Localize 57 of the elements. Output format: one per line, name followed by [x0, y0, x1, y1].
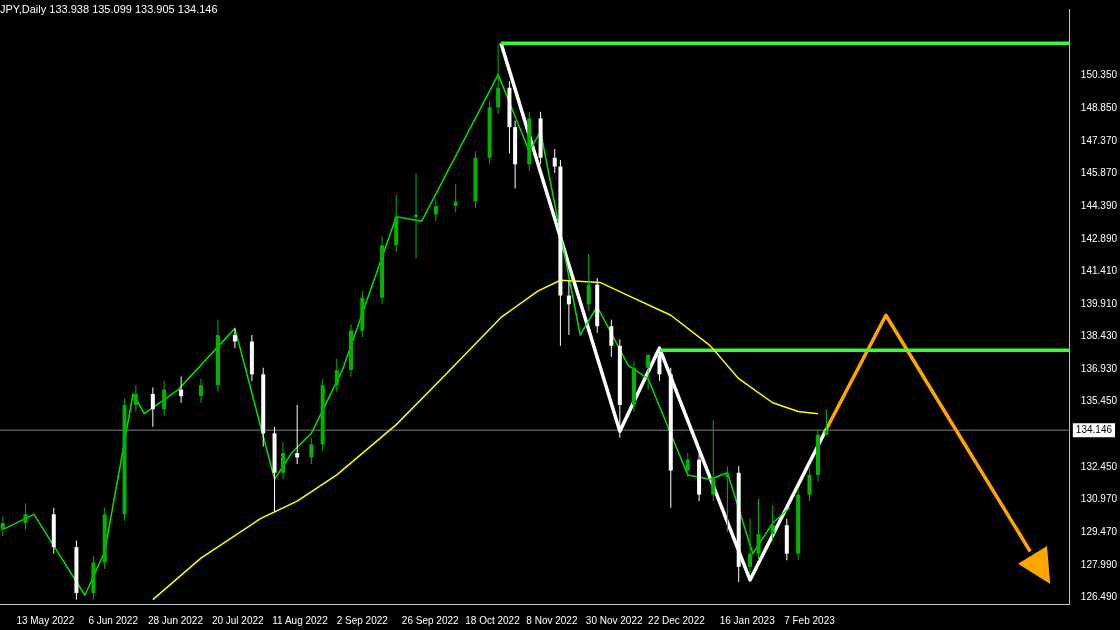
y-tick-label: 127.990: [1080, 558, 1118, 570]
candlestick: [566, 279, 571, 336]
x-tick-label: 6 Jun 2022: [88, 614, 139, 626]
candlestick: [748, 518, 753, 574]
y-tick-label: 135.450: [1080, 395, 1118, 407]
candlestick: [281, 441, 286, 480]
y-tick-label: 132.450: [1080, 461, 1118, 473]
candlestick: [657, 347, 662, 382]
candlestick: [824, 408, 829, 436]
candlestick: [552, 148, 557, 174]
x-tick-label: 18 Oct 2022: [465, 614, 521, 626]
candlestick: [179, 376, 184, 404]
x-tick-label: 16 Jan 2023: [719, 614, 776, 626]
candlestick: [150, 386, 155, 428]
x-tick-label: 30 Nov 2022: [585, 614, 643, 626]
candlestick: [232, 327, 237, 349]
y-tick-label: 144.390: [1080, 199, 1118, 211]
x-tick-label: 7 Feb 2023: [784, 614, 836, 626]
candlestick: [334, 358, 339, 393]
y-tick-label: 147.370: [1080, 134, 1118, 146]
x-tick-label: 20 Jul 2022: [211, 614, 265, 626]
candlestick: [198, 378, 203, 404]
x-tick-label: 28 Jun 2022: [147, 614, 204, 626]
candlestick: [756, 498, 761, 561]
y-tick-label: 145.870: [1080, 167, 1118, 179]
y-tick-label: 126.490: [1080, 591, 1118, 603]
y-tick-label: 136.930: [1080, 363, 1118, 375]
candlestick: [309, 437, 314, 465]
ref-line-label: 134.146: [1075, 423, 1113, 435]
candlestick: [685, 452, 690, 478]
x-tick-label: 22 Dec 2022: [648, 614, 706, 626]
y-tick-label: 138.430: [1080, 330, 1118, 342]
candlestick: [0, 516, 5, 537]
candlestick: [807, 467, 812, 502]
y-tick-label: 148.850: [1080, 102, 1118, 114]
candlestick: [162, 380, 167, 417]
candlestick: [496, 43, 501, 115]
candlestick: [23, 502, 28, 531]
candlestick: [711, 419, 716, 502]
x-tick-label: 2 Sep 2022: [336, 614, 389, 626]
y-tick-label: 142.890: [1080, 232, 1118, 244]
candlestick: [133, 384, 138, 412]
x-tick-label: 11 Aug 2022: [272, 614, 329, 626]
x-tick-label: 8 Nov 2022: [526, 614, 578, 626]
chart-title: JPY,Daily 133.938 135.099 133.905 134.146: [0, 3, 218, 15]
candlestick: [770, 505, 775, 542]
candlestick: [646, 354, 651, 391]
x-tick-label: 26 Sep 2022: [401, 614, 459, 626]
candlestick: [433, 198, 438, 222]
y-tick-label: 141.410: [1080, 265, 1118, 277]
y-tick-label: 130.970: [1080, 493, 1118, 505]
y-tick-label: 129.470: [1080, 526, 1118, 538]
candlestick: [586, 253, 591, 312]
y-tick-label: 139.910: [1080, 297, 1118, 309]
x-tick-label: 13 May 2022: [16, 614, 75, 626]
y-tick-label: 150.350: [1080, 69, 1118, 81]
candlestick: [609, 319, 614, 358]
